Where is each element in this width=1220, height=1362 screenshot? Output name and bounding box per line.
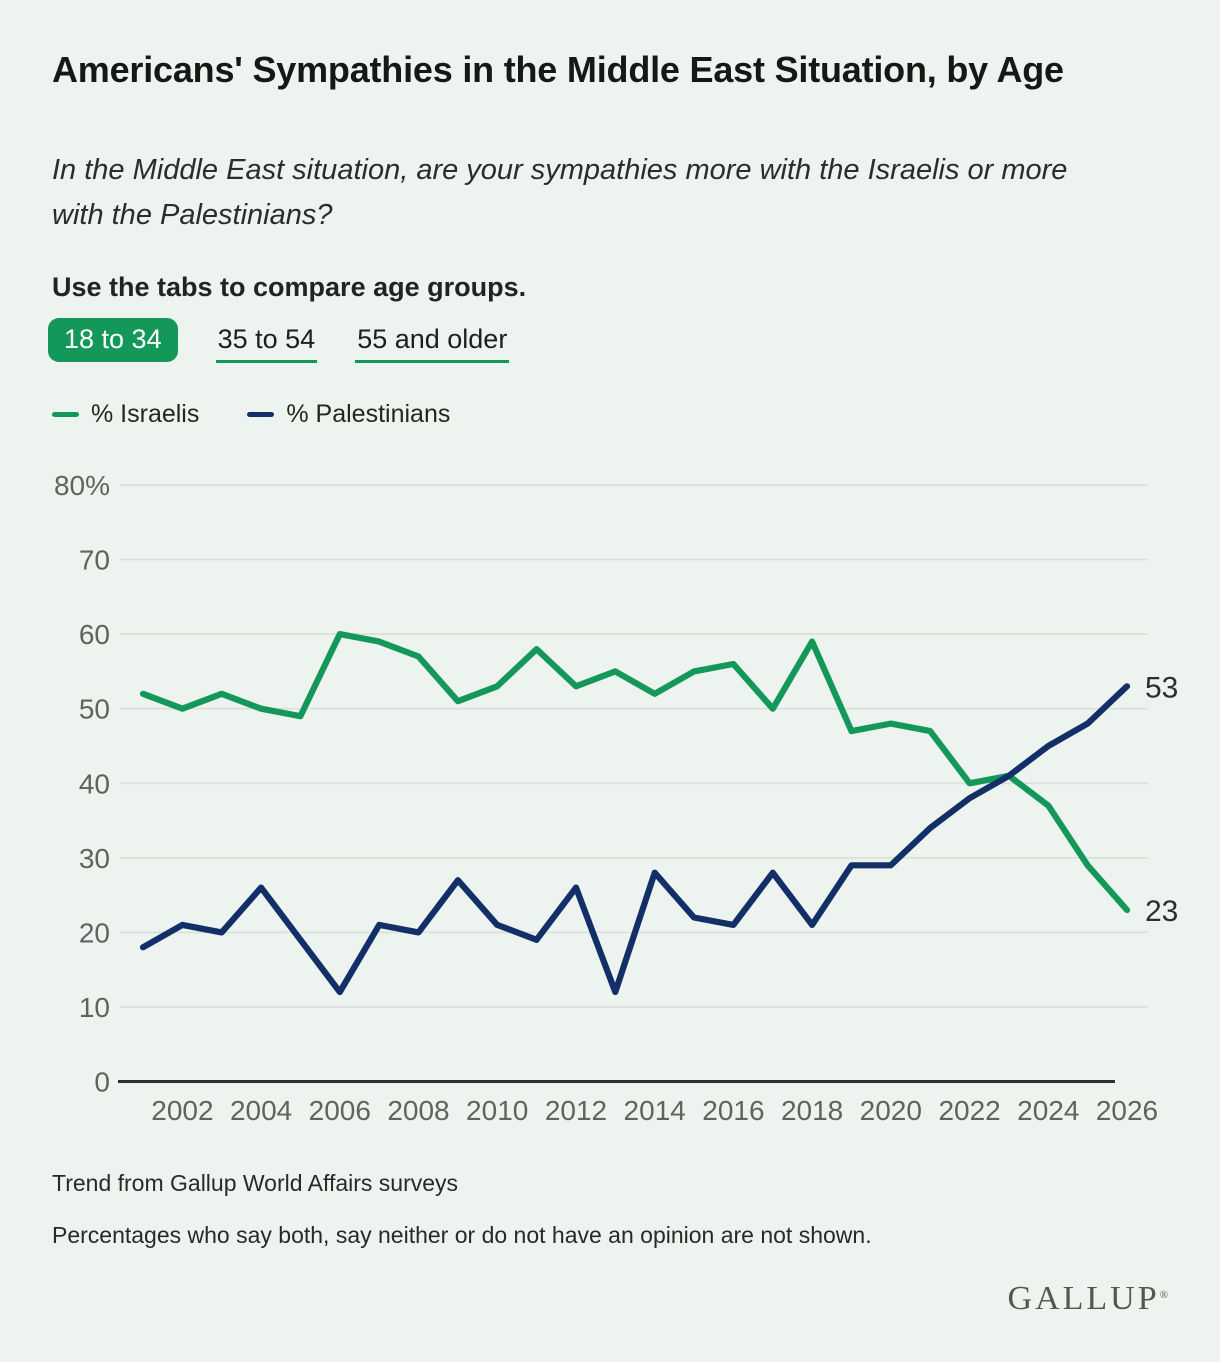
chart-legend: % Israelis % Palestinians [52, 400, 450, 429]
x-tick-label: 2014 [624, 1095, 686, 1126]
gallup-wordmark: GALLUP [1007, 1280, 1160, 1317]
footnote-source: Trend from Gallup World Affairs surveys [52, 1170, 459, 1196]
tab-55-and-older[interactable]: 55 and older [355, 318, 510, 363]
x-tick-label: 2008 [387, 1095, 449, 1126]
tabs-instruction: Use the tabs to compare age groups. [52, 272, 527, 302]
x-tick-label: 2004 [230, 1095, 292, 1126]
x-tick-label: 2018 [781, 1095, 843, 1126]
palestinians-line-swatch [247, 412, 275, 417]
tab-18-to-34[interactable]: 18 to 34 [48, 318, 178, 362]
y-tick-label: 60 [79, 619, 110, 650]
y-tick-label: 80% [54, 470, 110, 501]
gallup-logo: GALLUP® [1008, 1280, 1168, 1318]
x-tick-label: 2026 [1096, 1095, 1158, 1126]
y-tick-label: 40 [79, 768, 110, 799]
series-end-value-label: 23 [1145, 895, 1178, 928]
legend-label-israelis: % Israelis [91, 400, 200, 428]
x-tick-label: 2012 [545, 1095, 607, 1126]
x-tick-label: 2024 [1017, 1095, 1079, 1126]
age-group-tabs: 18 to 34 35 to 54 55 and older [48, 318, 510, 363]
tab-35-to-54[interactable]: 35 to 54 [215, 318, 318, 363]
footnote-note: Percentages who say both, say neither or… [52, 1222, 872, 1248]
legend-item-palestinians: % Palestinians [247, 400, 450, 429]
x-tick-label: 2010 [466, 1095, 528, 1126]
y-tick-label: 50 [79, 694, 110, 725]
x-tick-label: 2022 [938, 1095, 1000, 1126]
x-tick-label: 2016 [702, 1095, 764, 1126]
legend-label-palestinians: % Palestinians [286, 400, 451, 428]
y-tick-label: 0 [94, 1067, 110, 1098]
page-title: Americans' Sympathies in the Middle East… [52, 49, 1064, 90]
palestinians-line [139, 683, 1131, 996]
israelis-line-swatch [52, 412, 79, 417]
y-tick-label: 30 [79, 843, 110, 874]
y-tick-label: 20 [79, 917, 110, 948]
x-tick-label: 2020 [860, 1095, 922, 1126]
survey-question: In the Middle East situation, are your s… [52, 154, 1068, 231]
y-tick-label: 10 [79, 992, 110, 1023]
y-tick-label: 70 [79, 545, 110, 576]
legend-item-israelis: % Israelis [52, 400, 199, 429]
series-end-value-label: 53 [1145, 671, 1178, 704]
registered-trademark-icon: ® [1159, 1289, 1168, 1301]
israelis-line [139, 630, 1131, 914]
x-tick-label: 2002 [151, 1095, 213, 1126]
x-tick-label: 2006 [309, 1095, 371, 1126]
